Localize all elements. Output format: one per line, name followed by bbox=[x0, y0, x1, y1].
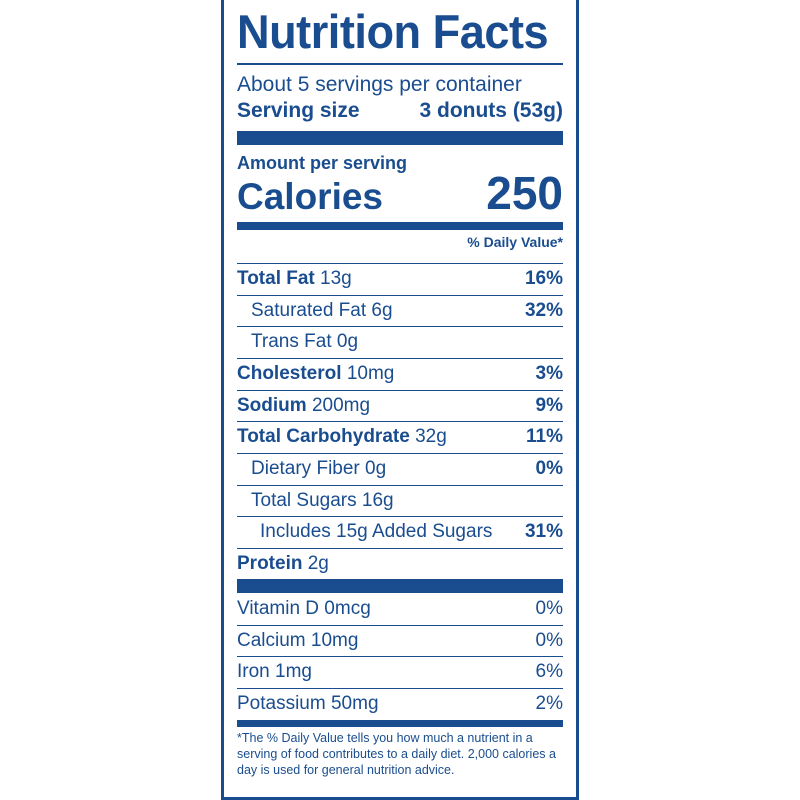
nutrient-label: Protein 2g bbox=[237, 553, 329, 575]
nutrient-name: Total Fat bbox=[237, 268, 315, 289]
nutrient-name: Trans Fat bbox=[251, 331, 332, 352]
nutrient-daily-value: 3% bbox=[535, 363, 563, 384]
nutrient-daily-value: 31% bbox=[524, 521, 563, 542]
calories-row: Calories 250 bbox=[237, 166, 563, 220]
nutrition-facts-panel: Nutrition Facts About 5 servings per con… bbox=[221, 0, 579, 800]
vitamin-label: Vitamin D 0mcg bbox=[237, 598, 371, 620]
nutrient-name: Sodium bbox=[237, 395, 307, 416]
servings-per-container: About 5 servings per container bbox=[237, 73, 522, 96]
nutrient-label: Saturated Fat 6g bbox=[251, 300, 393, 322]
nutrient-name: Includes 15g Added Sugars bbox=[260, 521, 493, 542]
vitamin-name: Iron bbox=[237, 661, 270, 682]
nutrient-label: Dietary Fiber 0g bbox=[251, 458, 386, 480]
nutrient-amount: 13g bbox=[320, 268, 352, 289]
nutrient-label: Total Fat 13g bbox=[237, 268, 352, 290]
daily-value-header: % Daily Value* bbox=[467, 234, 563, 250]
nutrient-daily-value: 11% bbox=[526, 426, 563, 447]
medium-divider bbox=[237, 720, 563, 727]
calories-label: Calories bbox=[237, 176, 384, 217]
nutrient-name: Saturated Fat bbox=[251, 300, 367, 321]
nutrient-label: Trans Fat 0g bbox=[251, 331, 358, 353]
nutrient-label: Cholesterol 10mg bbox=[237, 363, 394, 385]
nutrient-row: Total Sugars 16g bbox=[237, 485, 563, 516]
nutrient-name: Total Carbohydrate bbox=[237, 426, 410, 447]
nutrient-row: Includes 15g Added Sugars 31% bbox=[237, 516, 563, 547]
nutrient-amount: 32g bbox=[415, 426, 447, 447]
nutrient-amount: 0g bbox=[336, 331, 359, 352]
vitamin-label: Potassium 50mg bbox=[237, 693, 379, 715]
nutrient-amount: 16g bbox=[361, 490, 394, 511]
nutrient-daily-value: 32% bbox=[524, 300, 563, 321]
nutrient-daily-value: 0% bbox=[535, 458, 563, 479]
amount-per-serving: Amount per serving bbox=[237, 153, 408, 173]
nutrient-label: Total Sugars 16g bbox=[251, 490, 394, 512]
nutrient-amount: 200mg bbox=[311, 395, 371, 416]
nutrient-row: Protein 2g bbox=[237, 548, 563, 579]
nutrient-row: Total Fat 13g 16% bbox=[237, 263, 563, 294]
thick-divider bbox=[237, 131, 563, 145]
vitamin-row: Iron 1mg 6% bbox=[237, 656, 563, 687]
divider bbox=[237, 63, 563, 65]
medium-divider bbox=[237, 222, 563, 230]
vitamin-daily-value: 0% bbox=[535, 630, 563, 651]
calories-value: 250 bbox=[486, 167, 563, 219]
vitamin-daily-value: 6% bbox=[535, 661, 563, 682]
serving-size-value: 3 donuts (53g) bbox=[419, 99, 563, 122]
serving-size-row: Serving size 3 donuts (53g) bbox=[237, 99, 563, 123]
vitamin-amount: 1mg bbox=[275, 661, 312, 682]
vitamin-name: Vitamin D bbox=[237, 597, 320, 619]
vitamin-row: Calcium 10mg 0% bbox=[237, 625, 563, 656]
nutrient-row: Sodium 200mg 9% bbox=[237, 390, 563, 421]
nutrient-name: Total Sugars bbox=[251, 490, 357, 511]
vitamin-daily-value: 0% bbox=[535, 597, 563, 619]
vitamin-row: Vitamin D 0mcg 0% bbox=[237, 593, 563, 624]
thick-divider bbox=[237, 579, 563, 593]
vitamin-label: Iron 1mg bbox=[237, 661, 312, 683]
nutrient-name: Protein bbox=[237, 553, 303, 574]
nutrient-label: Sodium 200mg bbox=[237, 395, 370, 417]
vitamin-name: Calcium bbox=[237, 630, 306, 651]
serving-size-label: Serving size bbox=[237, 99, 360, 122]
nutrient-row: Total Carbohydrate 32g 11% bbox=[237, 421, 563, 452]
vitamin-daily-value: 2% bbox=[535, 693, 563, 714]
vitamin-amount: 10mg bbox=[310, 630, 359, 651]
nutrient-amount: 2g bbox=[307, 553, 329, 574]
nutrient-daily-value: 9% bbox=[535, 395, 563, 416]
vitamin-row: Potassium 50mg 2% bbox=[237, 688, 563, 719]
nutrient-amount: 0g bbox=[365, 458, 387, 479]
vitamin-name: Potassium bbox=[237, 693, 326, 714]
nutrient-name: Dietary Fiber bbox=[251, 458, 360, 479]
footnote: *The % Daily Value tells you how much a … bbox=[237, 731, 556, 777]
nutrient-row: Dietary Fiber 0g 0% bbox=[237, 453, 563, 484]
nutrient-row: Saturated Fat 6g 32% bbox=[237, 295, 563, 326]
vitamin-amount: 50mg bbox=[330, 693, 379, 714]
nutrient-label: Total Carbohydrate 32g bbox=[237, 426, 447, 448]
label-title: Nutrition Facts bbox=[237, 5, 549, 58]
nutrient-amount: 6g bbox=[371, 300, 393, 321]
nutrient-row: Cholesterol 10mg 3% bbox=[237, 358, 563, 389]
nutrient-label: Includes 15g Added Sugars bbox=[260, 521, 492, 543]
vitamin-amount: 0mcg bbox=[324, 597, 371, 619]
nutrient-amount: 10mg bbox=[346, 363, 395, 384]
nutrient-name: Cholesterol bbox=[237, 363, 342, 384]
nutrient-daily-value: 16% bbox=[524, 268, 563, 289]
vitamin-label: Calcium 10mg bbox=[237, 630, 358, 652]
nutrient-row: Trans Fat 0g bbox=[237, 326, 563, 357]
